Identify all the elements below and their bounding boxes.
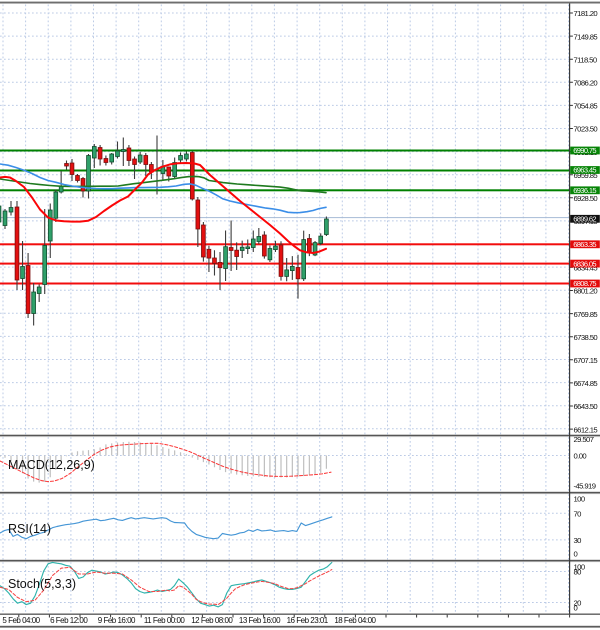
svg-text:-45.919: -45.919: [574, 481, 596, 490]
svg-text:20: 20: [574, 599, 582, 608]
svg-text:0.00: 0.00: [574, 452, 587, 461]
svg-text:6808.75: 6808.75: [573, 279, 596, 288]
svg-text:6959.85: 6959.85: [574, 171, 598, 180]
svg-text:100: 100: [574, 495, 585, 504]
svg-text:6928.50: 6928.50: [574, 194, 598, 203]
svg-text:9 Feb 16:00: 9 Feb 16:00: [98, 616, 136, 625]
svg-text:6769.85: 6769.85: [574, 310, 598, 319]
svg-text:80: 80: [574, 568, 582, 577]
svg-text:Stoch(5,3,3): Stoch(5,3,3): [8, 577, 76, 591]
svg-text:6963.45: 6963.45: [573, 166, 596, 175]
svg-text:6899.62: 6899.62: [573, 215, 596, 224]
svg-text:13 Feb 16:00: 13 Feb 16:00: [239, 616, 281, 625]
svg-text:16 Feb 23:01: 16 Feb 23:01: [287, 616, 329, 625]
svg-text:6643.50: 6643.50: [574, 402, 598, 411]
svg-text:70: 70: [574, 510, 582, 519]
svg-text:11 Feb 00:00: 11 Feb 00:00: [144, 616, 186, 625]
svg-text:7054.85: 7054.85: [574, 102, 598, 111]
svg-text:0: 0: [574, 550, 578, 559]
svg-text:29.507: 29.507: [574, 435, 594, 444]
svg-text:RSI(14): RSI(14): [8, 522, 51, 536]
svg-text:6801.20: 6801.20: [574, 287, 598, 296]
svg-text:5 Feb 04:00: 5 Feb 04:00: [2, 616, 40, 625]
svg-text:12 Feb 08:00: 12 Feb 08:00: [191, 616, 233, 625]
svg-text:6863.35: 6863.35: [573, 240, 596, 249]
svg-text:100: 100: [574, 563, 585, 572]
svg-text:7149.85: 7149.85: [574, 32, 598, 41]
svg-text:6707.15: 6707.15: [574, 356, 598, 365]
svg-text:7023.50: 7023.50: [574, 125, 598, 134]
svg-text:6834.45: 6834.45: [574, 264, 598, 273]
svg-text:6 Feb 12:00: 6 Feb 12:00: [50, 616, 88, 625]
svg-text:6612.15: 6612.15: [574, 425, 598, 434]
svg-text:6674.85: 6674.85: [574, 379, 598, 388]
svg-text:7086.20: 7086.20: [574, 79, 598, 88]
svg-text:6836.05: 6836.05: [573, 259, 596, 268]
svg-text:7181.20: 7181.20: [574, 9, 598, 18]
svg-text:18 Feb 04:00: 18 Feb 04:00: [334, 616, 376, 625]
svg-text:30: 30: [574, 536, 582, 545]
svg-text:6990.75: 6990.75: [573, 146, 596, 155]
svg-text:6738.50: 6738.50: [574, 333, 598, 342]
svg-text:0: 0: [574, 604, 578, 613]
svg-text:7118.50: 7118.50: [574, 55, 597, 64]
svg-text:6936.15: 6936.15: [573, 186, 596, 195]
svg-text:MACD(12,26,9): MACD(12,26,9): [8, 458, 95, 472]
